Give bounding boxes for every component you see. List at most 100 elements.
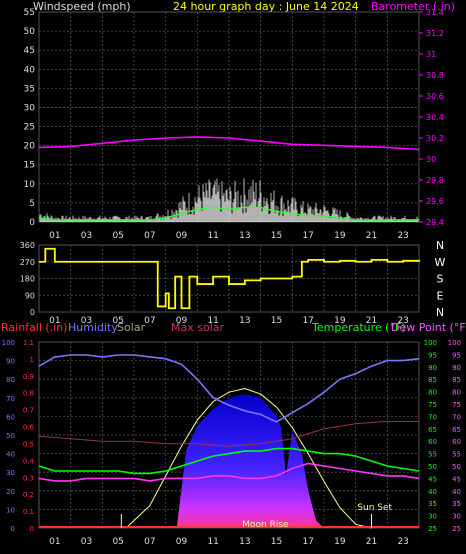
temperature-y-tick: 95 [428,351,437,359]
wind-y-tick: 40 [24,65,36,75]
wind-panel-x-tick: 23 [397,231,408,241]
temperature-y-tick: 75 [428,401,437,409]
direction-panel-x-tick: 17 [302,316,313,326]
rain-y-tick: 0.6 [23,424,35,432]
wind-panel-x-tick: 19 [334,231,346,241]
wind-panel-x-tick: 07 [144,231,155,241]
left-axis-label: Windspeed (mph) [33,0,131,13]
solar-radiation-area [176,394,324,528]
direction-panel-x-tick: 05 [112,316,123,326]
temperature-y-tick: 70 [428,413,437,421]
direction-label-e: E [437,289,444,302]
wind-y-tick: 5 [29,199,35,209]
direction-y-tick: 270 [20,258,35,267]
legend-dew-point: Dew Point (°F) [391,321,466,334]
climate-panel-x-tick: 03 [81,537,92,547]
legend-max-solar: Max solar [171,321,224,334]
temperature-y-tick: 40 [428,488,437,496]
direction-panel-x-tick: 15 [271,316,282,326]
dewpoint-y-tick: 55 [452,451,461,459]
humidity-y-tick: 100 [2,339,15,347]
rain-y-tick: 0.8 [23,390,34,398]
dewpoint-y-tick: 100 [448,339,461,347]
direction-panel-x-tick: 21 [366,316,377,326]
temperature-y-tick: 45 [428,475,437,483]
humidity-y-tick: 40 [6,451,15,459]
barometer-y-tick: 31.2 [426,29,444,38]
direction-label-n: N [436,306,444,319]
rain-y-tick: 0.3 [23,474,34,482]
rain-y-tick: 0.4 [23,457,35,465]
barometer-y-tick: 30 [426,155,436,164]
climate-panel-x-tick: 13 [239,537,250,547]
humidity-y-tick: 60 [6,413,15,421]
legend-solar: Solar [117,321,146,334]
climate-panel-x-tick: 07 [144,537,155,547]
temperature-y-tick: 80 [428,389,437,397]
wind-y-tick: 55 [24,8,35,18]
legend-rainfall: Rainfall (.in) [1,321,68,334]
humidity-y-tick: 80 [6,376,15,384]
direction-panel-x-tick: 13 [239,316,250,326]
temperature-line [38,447,420,475]
wind-panel-x-tick: 11 [207,231,218,241]
rain-y-tick: 0.7 [23,407,34,415]
humidity-y-tick: 50 [6,432,15,440]
climate-panel-x-tick: 19 [334,537,346,547]
dewpoint-y-tick: 85 [452,376,461,384]
legend-humidity: Humidity [68,321,118,334]
climate-panel-x-tick: 11 [207,537,218,547]
wind-y-tick: 50 [24,27,36,37]
windspeed-average-line [38,206,419,221]
barometer-y-tick: 29.8 [426,176,444,185]
direction-panel-x-tick: 19 [334,316,346,326]
temperature-y-tick: 65 [428,426,437,434]
wind-y-tick: 30 [24,103,36,113]
humidity-y-tick: 20 [6,488,15,496]
direction-y-tick: 90 [25,291,35,300]
direction-y-tick: 360 [20,241,35,250]
climate-panel-x-tick: 09 [176,537,188,547]
wind-panel-x-tick: 17 [302,231,313,241]
humidity-line [38,354,420,423]
temperature-y-tick: 25 [428,525,437,533]
barometer-y-tick: 30.8 [426,71,444,80]
wind-y-tick: 20 [24,142,36,152]
climate-panel-x-tick: 17 [302,537,313,547]
humidity-y-tick: 30 [6,469,15,477]
climate-panel-x-tick: 15 [271,537,282,547]
rain-y-tick: 0.2 [23,491,34,499]
humidity-y-tick: 10 [6,506,15,514]
rain-y-tick: 0 [30,525,34,533]
dewpoint-y-tick: 40 [452,488,461,496]
direction-panel-x-tick: 11 [207,316,218,326]
wind-panel-x-tick: 15 [271,231,282,241]
dewpoint-y-tick: 60 [452,438,461,446]
direction-panel-x-tick: 09 [176,316,188,326]
wind-y-tick: 15 [24,161,35,171]
dewpoint-y-tick: 80 [452,389,461,397]
wind-panel-x-tick: 21 [366,231,377,241]
rain-y-tick: 1.1 [23,339,34,347]
barometer-y-tick: 31 [426,50,436,59]
dew-point-line [38,462,420,482]
direction-label-n: N [436,239,444,252]
barometer-y-tick: 30.4 [426,113,444,122]
legend-temperature: Temperature (°F) [311,321,406,334]
humidity-y-tick: 90 [6,358,15,366]
barometer-y-tick: 30.2 [426,134,444,143]
barometer-y-tick: 30.6 [426,92,444,101]
dewpoint-y-tick: 95 [452,351,461,359]
rain-y-tick: 0.9 [23,373,34,381]
dewpoint-y-tick: 35 [452,500,461,508]
temperature-y-tick: 85 [428,376,437,384]
temperature-y-tick: 35 [428,500,437,508]
wind-panel-x-tick: 09 [176,231,188,241]
rain-y-tick: 0.1 [23,508,34,516]
direction-label-s: S [437,273,444,286]
temperature-y-tick: 30 [428,513,437,521]
rain-y-tick: 1 [30,356,34,364]
barometer-line [38,136,420,151]
dewpoint-y-tick: 30 [452,513,461,521]
